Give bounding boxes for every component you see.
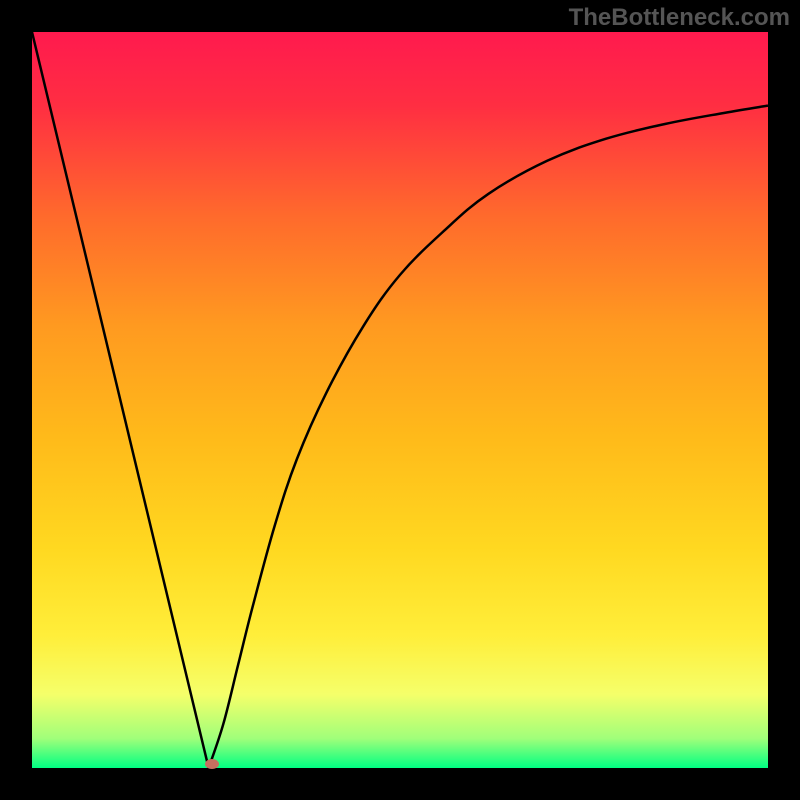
chart-plot-area (32, 32, 768, 768)
watermark-text: TheBottleneck.com (569, 4, 790, 32)
bottleneck-curve (32, 32, 768, 768)
minimum-marker (205, 759, 219, 769)
